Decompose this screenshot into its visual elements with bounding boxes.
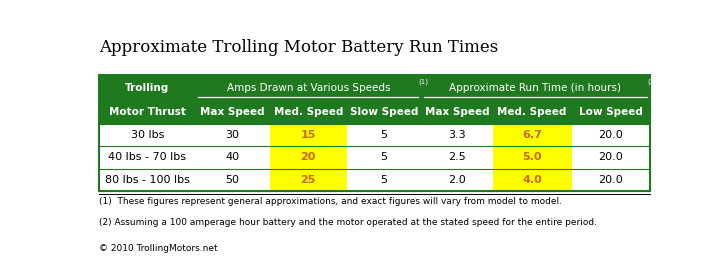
Text: 5: 5 bbox=[381, 152, 387, 163]
Bar bbox=[493, 169, 571, 191]
Text: 2.5: 2.5 bbox=[448, 152, 466, 163]
Text: 4.0: 4.0 bbox=[522, 175, 542, 185]
Text: 15: 15 bbox=[301, 130, 316, 140]
Text: 2.0: 2.0 bbox=[448, 175, 466, 185]
Text: 30: 30 bbox=[225, 130, 239, 140]
Text: Approximate Run Time (in hours): Approximate Run Time (in hours) bbox=[450, 82, 621, 92]
Bar bbox=[270, 124, 347, 146]
Text: 80 lbs - 100 lbs: 80 lbs - 100 lbs bbox=[105, 175, 190, 185]
Text: Slow Speed: Slow Speed bbox=[350, 107, 418, 117]
Text: Motor Thrust: Motor Thrust bbox=[109, 107, 186, 117]
Text: © 2010 TrollingMotors.net: © 2010 TrollingMotors.net bbox=[99, 244, 218, 253]
Text: (2) Assuming a 100 amperage hour battery and the motor operated at the stated sp: (2) Assuming a 100 amperage hour battery… bbox=[99, 218, 597, 227]
Text: 20.0: 20.0 bbox=[598, 152, 623, 163]
Text: 3.3: 3.3 bbox=[448, 130, 465, 140]
Text: Amps Drawn at Various Speeds: Amps Drawn at Various Speeds bbox=[226, 82, 390, 92]
Text: 20.0: 20.0 bbox=[598, 130, 623, 140]
Text: 30 lbs: 30 lbs bbox=[130, 130, 164, 140]
Text: 40: 40 bbox=[225, 152, 240, 163]
Text: Max Speed: Max Speed bbox=[425, 107, 489, 117]
Bar bbox=[99, 75, 650, 124]
Text: 5: 5 bbox=[381, 175, 387, 185]
Text: 5: 5 bbox=[381, 130, 387, 140]
Text: Med. Speed: Med. Speed bbox=[497, 107, 567, 117]
Text: (2): (2) bbox=[647, 79, 657, 86]
Text: 20.0: 20.0 bbox=[598, 175, 623, 185]
Text: Trolling: Trolling bbox=[125, 82, 170, 92]
Text: Approximate Trolling Motor Battery Run Times: Approximate Trolling Motor Battery Run T… bbox=[99, 39, 498, 56]
Text: Low Speed: Low Speed bbox=[579, 107, 642, 117]
Bar bbox=[99, 75, 650, 191]
Text: 20: 20 bbox=[301, 152, 316, 163]
Text: Max Speed: Max Speed bbox=[200, 107, 265, 117]
Text: 25: 25 bbox=[301, 175, 316, 185]
Text: 50: 50 bbox=[225, 175, 239, 185]
Text: Med. Speed: Med. Speed bbox=[273, 107, 343, 117]
Text: (1): (1) bbox=[418, 79, 428, 86]
Text: 40 lbs - 70 lbs: 40 lbs - 70 lbs bbox=[108, 152, 186, 163]
Bar bbox=[493, 124, 571, 146]
Text: (1)  These figures represent general approximations, and exact figures will vary: (1) These figures represent general appr… bbox=[99, 197, 562, 206]
Bar bbox=[270, 169, 347, 191]
Text: 6.7: 6.7 bbox=[522, 130, 542, 140]
Bar bbox=[493, 146, 571, 169]
Text: 5.0: 5.0 bbox=[523, 152, 542, 163]
Bar bbox=[270, 146, 347, 169]
